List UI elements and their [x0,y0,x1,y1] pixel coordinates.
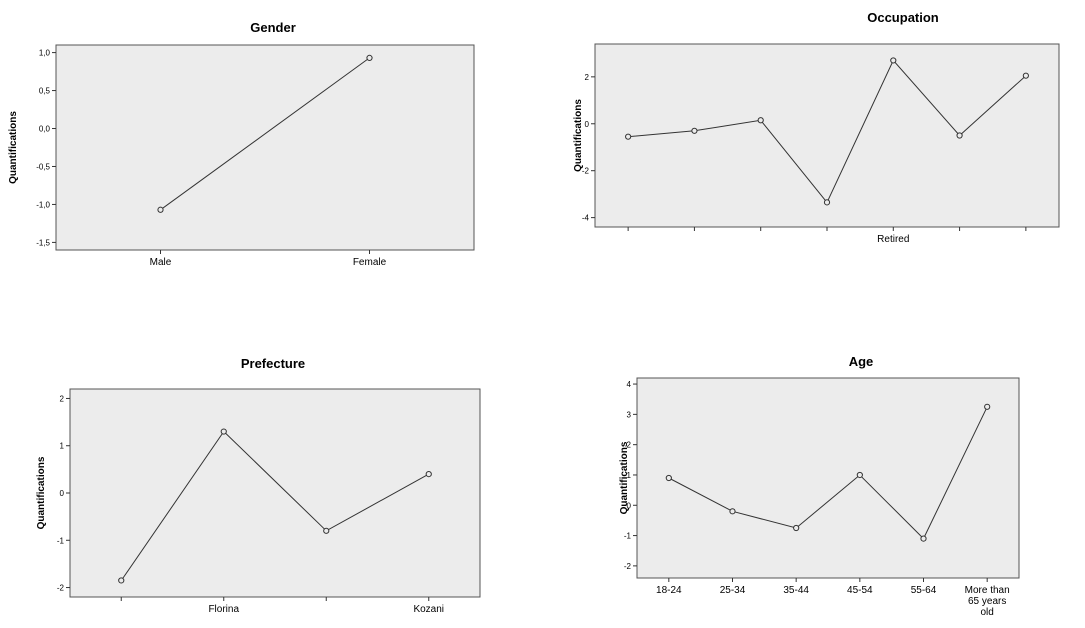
data-point [1022,72,1029,79]
plot-area [594,43,1060,228]
y-tick-label: -1 [57,536,65,545]
chart-gender: Gender Quantifications -1,5 -1,0 -0,5 0,0 0,5 1… [0,0,542,290]
chart-title: Age [849,354,874,369]
plot-area [69,388,481,598]
data-point [118,577,125,584]
y-tick-label: 0 [60,489,65,498]
y-tick-label: 1 [60,442,65,451]
series-line [120,430,430,581]
chart-title: Prefecture [241,356,305,371]
y-tick-label: -2 [582,167,590,176]
plot-area [55,44,475,251]
data-point [823,199,831,206]
x-tick-label: Male [150,257,172,268]
x-tick-label: Florina [208,604,239,615]
y-tick-label: -2 [624,562,632,571]
y-tick-label: 4 [627,380,632,389]
chart-age: Age Quantifications -2 -1 0 1 2 3 4 18-24 25-34 35-… [543,338,1085,628]
series-line [668,406,988,540]
y-tick-label: 0,0 [39,125,51,134]
x-tick-label: 55-64 [911,585,937,596]
data-point [625,133,632,140]
y-tick-label: 0,5 [39,87,51,96]
data-point [425,470,432,478]
data-point [793,524,800,532]
x-tick-label: 35-44 [783,585,809,596]
y-tick-label: 2 [60,394,65,403]
data-point [956,132,963,139]
data-point [665,474,672,482]
data-point [920,535,927,542]
chart-title: Occupation [867,10,939,25]
chart-gender-svg: Gender Quantifications -1,5 -1,0 -0,5 0,0 0,5 1… [8,20,475,268]
chart-prefecture-svg: Prefecture Quantifications -2 -1 0 1 2 Florina K… [36,356,481,615]
chart-prefecture: Prefecture Quantifications -2 -1 0 1 2 Florina K… [0,338,542,628]
data-point [856,471,863,479]
y-tick-label: -1,0 [36,200,50,209]
x-tick-label: Female [353,257,387,268]
data-point [366,54,373,62]
x-tick-label: More than 65 years old [965,585,1010,618]
y-tick-label: 3 [627,410,632,419]
y-tick-label: -1,5 [36,238,50,247]
y-tick-label: 0 [627,501,632,510]
y-tick-label: -4 [582,214,590,223]
chart-title: Gender [250,20,296,35]
data-point [984,403,991,410]
chart-occupation: Occupation Quantifications -4 -2 0 2 Retired [543,0,1085,290]
y-axis-label: Quantifications [619,441,630,514]
data-point [729,508,736,515]
y-tick-label: 1 [627,471,632,480]
data-point [157,206,164,213]
y-tick-label: 2 [627,441,632,450]
x-tick-label: Kozani [413,604,444,615]
y-tick-label: 0 [585,120,590,129]
series-line [160,57,370,211]
chart-age-svg: Age Quantifications -2 -1 0 1 2 3 4 18-24 25-34 35-… [619,354,1020,618]
y-tick-label: -2 [57,584,65,593]
x-tick-label: 45-54 [847,585,873,596]
data-point [220,428,227,435]
data-point [757,117,764,124]
x-tick-label: 18-24 [656,585,682,596]
y-tick-label: 2 [585,73,590,82]
x-tick-label: Retired [877,234,909,245]
y-tick-label: -1 [624,532,632,541]
data-point [890,57,897,64]
y-axis-label: Quantifications [36,456,47,529]
y-tick-label: 1,0 [39,49,51,58]
plot-area [636,377,1020,579]
x-tick-label: 25-34 [720,585,746,596]
data-point [323,527,330,534]
y-axis-label: Quantifications [573,99,584,172]
y-tick-label: -0,5 [36,162,50,171]
data-point [691,127,698,134]
chart-occupation-svg: Occupation Quantifications -4 -2 0 2 Retired [573,10,1060,245]
y-axis-label: Quantifications [8,111,19,184]
